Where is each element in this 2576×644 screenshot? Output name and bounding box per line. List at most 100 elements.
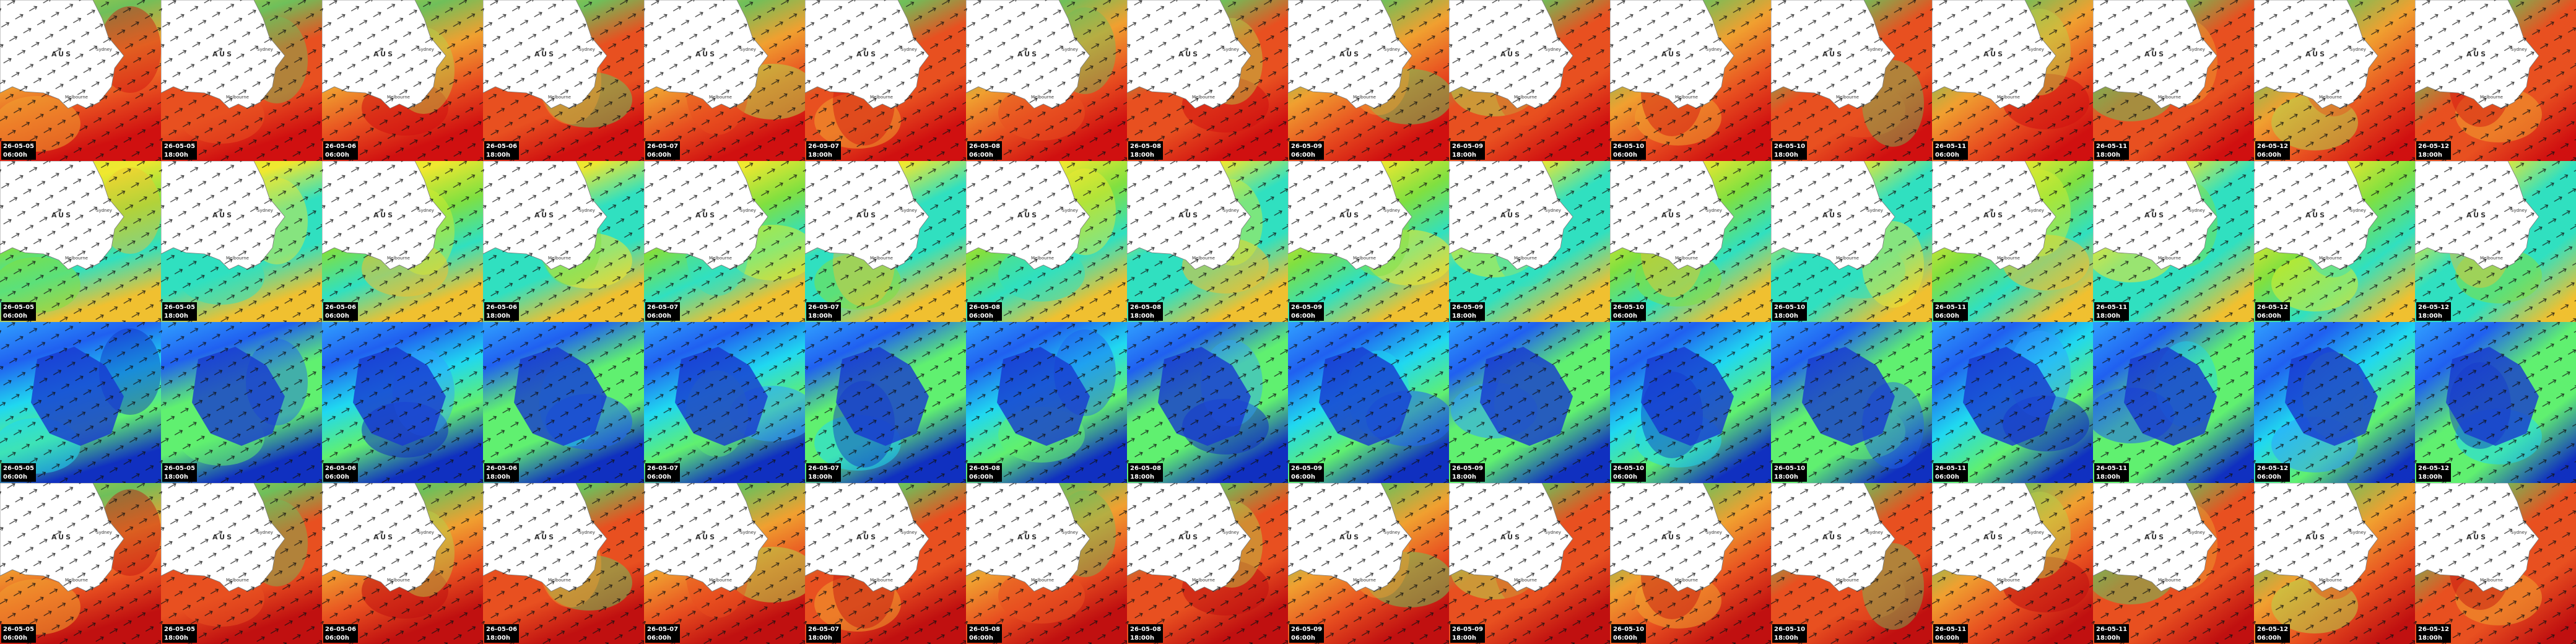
tile-date: 26-05-12 [2257,465,2288,472]
tile-date: 26-05-08 [969,626,1000,633]
tile-date: 26-05-08 [969,143,1000,150]
tile-date: 26-05-05 [3,304,34,311]
label-box [2255,302,2290,321]
tile-time: 06:00h [2257,635,2281,642]
tile-time: 18:00h [2096,635,2120,642]
tile-date: 26-05-07 [808,143,839,150]
label-box [323,463,358,482]
wind-arrows [966,322,1127,483]
tile-date: 26-05-11 [1935,626,1966,633]
label-box [806,463,841,482]
wind-arrows [2415,161,2576,322]
tile-time: 06:00h [1613,313,1637,320]
wind-arrows [1932,161,2093,322]
wind-arrows [161,483,322,644]
wind-arrows [644,483,805,644]
tile-date: 26-05-09 [1452,626,1483,633]
tile-date: 26-05-11 [2096,626,2127,633]
tile-time: 06:00h [3,474,27,481]
label-box [1772,624,1807,643]
tile-time: 06:00h [3,313,27,320]
tile-date: 26-05-07 [808,626,839,633]
tile-time: 18:00h [486,635,510,642]
label-box [1450,302,1485,321]
tile-date: 26-05-08 [1130,626,1161,633]
tile-date: 26-05-11 [2096,304,2127,311]
map-tile: 26-05-10 18:00h [1771,322,1932,483]
tile-time: 06:00h [2257,313,2281,320]
wind-arrows [1771,483,1932,644]
label-box [1,141,36,160]
wind-arrows [2415,322,2576,483]
tile-date: 26-05-12 [2257,143,2288,150]
tile-time: 06:00h [647,635,671,642]
tile-time: 06:00h [1613,152,1637,159]
tile-time: 06:00h [1291,635,1315,642]
wind-arrows [322,161,483,322]
tile-time: 06:00h [325,635,349,642]
tile-time: 06:00h [2257,474,2281,481]
tile-time: 18:00h [164,474,188,481]
tile-time: 18:00h [486,152,510,159]
tile-date: 26-05-12 [2418,626,2449,633]
wind-arrows [0,0,161,161]
label-box [2094,624,2129,643]
tile-date: 26-05-10 [1613,143,1644,150]
tile-time: 18:00h [2096,474,2120,481]
tile-time: 18:00h [1130,313,1154,320]
label-box [1611,463,1646,482]
tile-time: 06:00h [1613,635,1637,642]
tile-date: 26-05-10 [1613,304,1644,311]
wind-arrows [161,322,322,483]
tile-date: 26-05-08 [969,304,1000,311]
tile-time: 06:00h [969,313,993,320]
tile-time: 06:00h [647,152,671,159]
tile-time: 06:00h [325,474,349,481]
map-tile: 26-05-12 18:00h [2415,322,2576,483]
wind-arrows [483,161,644,322]
label-box [2094,302,2129,321]
tile-date: 26-05-05 [3,465,34,472]
tile-date: 26-05-06 [325,143,356,150]
tile-time: 18:00h [1130,474,1154,481]
tile-date: 26-05-09 [1291,143,1322,150]
label-box [1772,302,1807,321]
label-box [1128,141,1163,160]
label-box [806,141,841,160]
tile-date: 26-05-10 [1774,304,1805,311]
wind-arrows [2254,483,2415,644]
tile-date: 26-05-07 [647,465,678,472]
label-box [967,141,1002,160]
tile-date: 26-05-08 [969,465,1000,472]
wind-arrows [483,483,644,644]
label-box [2094,463,2129,482]
tile-date: 26-05-05 [164,626,195,633]
label-box [1611,302,1646,321]
tile-time: 06:00h [1613,474,1637,481]
wind-arrows [161,0,322,161]
label-box [2255,624,2290,643]
label-box [1128,463,1163,482]
wind-arrows [805,483,966,644]
tile-date: 26-05-10 [1774,465,1805,472]
wind-arrows [1610,483,1771,644]
tile-date: 26-05-12 [2257,304,2288,311]
label-box [162,624,197,643]
label-box [2416,463,2451,482]
wind-arrows [1771,161,1932,322]
tile-date: 26-05-10 [1774,143,1805,150]
tile-date: 26-05-07 [808,465,839,472]
